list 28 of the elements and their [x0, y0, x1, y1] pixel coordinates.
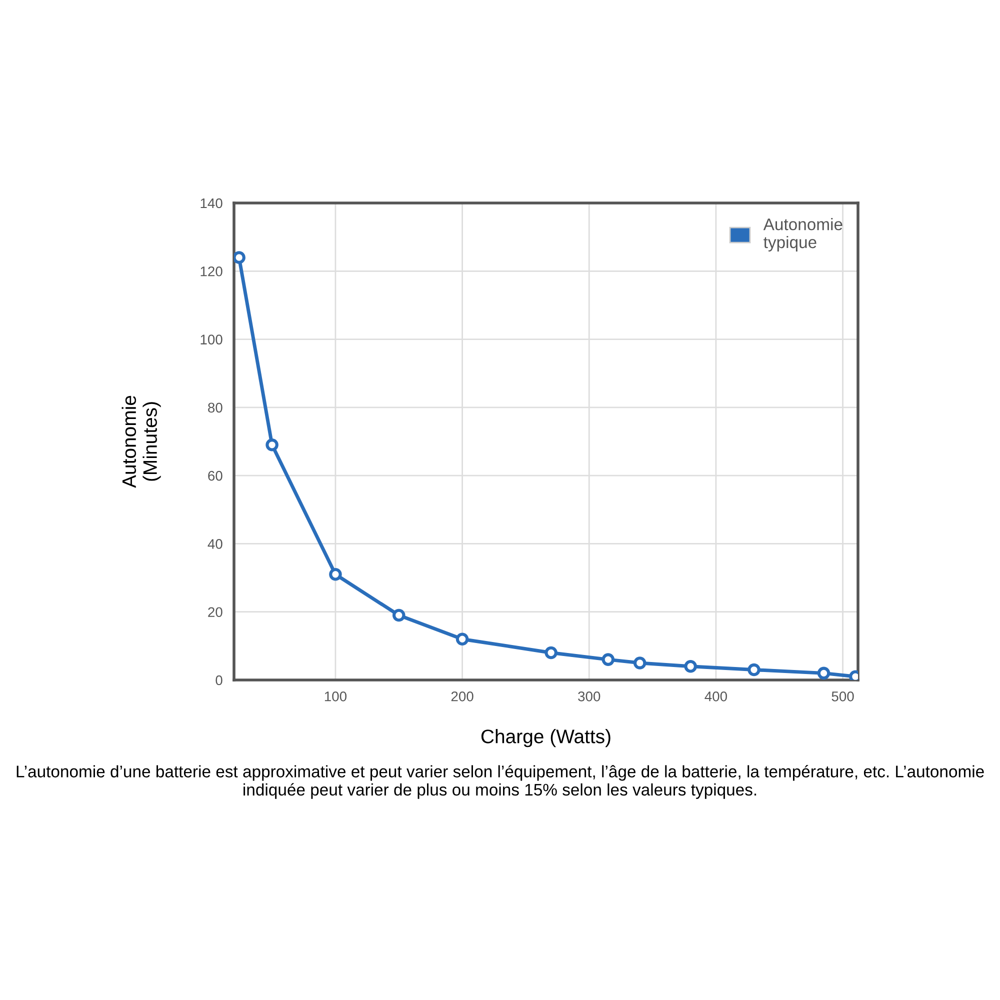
- y-tick-label: 100: [200, 334, 222, 344]
- text: L’autonomie d’une batterie est approximative et peut varier selon l’équipement, l’âge de la batterie, la température, etc. L’autonomie indiquée peut varier de plus ou moins 15% selon les valeurs typiques.: [16, 765, 984, 799]
- y-tick-label: 40: [208, 539, 222, 549]
- point: [392, 608, 406, 622]
- point: [748, 663, 760, 676]
- point: [544, 646, 558, 660]
- x-tick-label: 100: [324, 691, 347, 702]
- point: [633, 656, 646, 670]
- x-tick-label: 500: [832, 691, 854, 702]
- x-tick-label: 200: [451, 691, 474, 702]
- point: [602, 653, 615, 666]
- y-tick-label: 0: [216, 675, 222, 686]
- y-axis-title: Autonomie (Minutes): [122, 396, 161, 488]
- point: [266, 438, 278, 452]
- legend-label: Autonomie typique: [763, 218, 842, 252]
- y-tick-label: 120: [200, 266, 222, 276]
- y-tick-label: 20: [208, 607, 222, 618]
- point: [329, 568, 342, 581]
- point: [456, 632, 469, 646]
- x-tick-label: 400: [704, 691, 727, 702]
- x-tick-label: 300: [578, 691, 600, 702]
- point: [684, 660, 697, 673]
- y-tick-label: 80: [208, 402, 222, 413]
- point: [817, 666, 830, 680]
- point: [234, 251, 246, 264]
- y-tick-label: 140: [200, 198, 222, 208]
- y-tick-label: 60: [208, 470, 222, 481]
- x-axis-title: Charge (Watts): [481, 729, 610, 748]
